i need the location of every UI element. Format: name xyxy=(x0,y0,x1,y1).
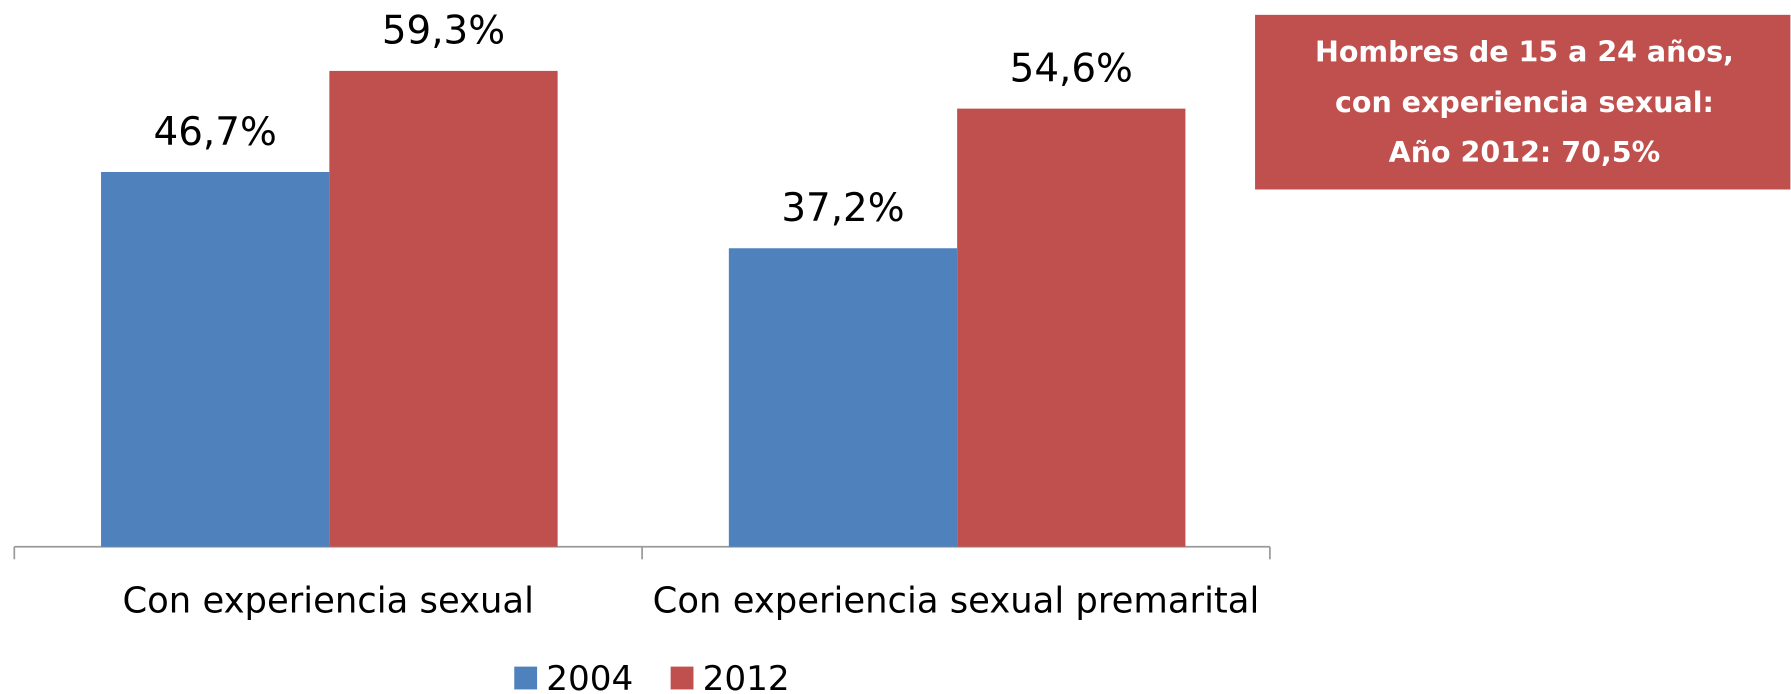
legend-label: 2012 xyxy=(703,659,790,694)
data-label: 37,2% xyxy=(781,186,904,231)
annotation-box: Hombres de 15 a 24 años, con experiencia … xyxy=(1255,14,1791,190)
bar xyxy=(728,248,958,547)
legend-swatch xyxy=(514,666,538,690)
x-tick-label: Con experiencia sexual xyxy=(122,581,533,622)
legend-swatch xyxy=(670,666,694,690)
x-tick-label: Con experiencia sexual premarital xyxy=(653,581,1260,622)
annotation-text: con experiencia sexual: xyxy=(1335,86,1714,119)
bar xyxy=(957,108,1186,547)
data-label: 59,3% xyxy=(382,9,505,54)
data-label: 46,7% xyxy=(154,110,277,155)
bar xyxy=(329,70,558,547)
annotation-text: Hombres de 15 a 24 años, xyxy=(1315,36,1734,69)
annotation-text: Año 2012: 70,5% xyxy=(1389,136,1661,169)
legend-label: 2004 xyxy=(546,659,633,694)
annotation-bg xyxy=(1255,14,1791,190)
bar xyxy=(101,172,330,547)
data-label: 54,6% xyxy=(1010,46,1133,91)
